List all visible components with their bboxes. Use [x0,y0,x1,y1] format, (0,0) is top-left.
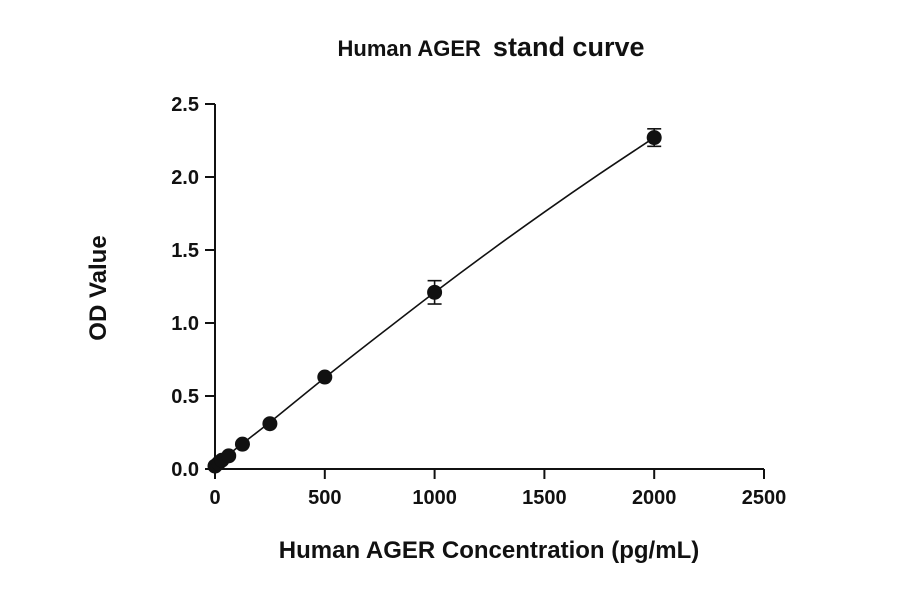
data-point [262,416,278,432]
y-tick-label: 2.0 [171,167,199,189]
chart-title: Human AGER stand curve [338,32,645,62]
y-ticks: 0.0 0.5 1.0 1.5 2.0 2.5 [171,94,215,481]
data-point [221,448,237,464]
x-tick-label: 500 [308,487,341,509]
y-tick-label: 2.5 [171,94,199,116]
y-tick-label: 0.5 [171,386,199,408]
x-tick-label: 1500 [522,487,567,509]
error-bars [427,128,662,305]
x-ticks: 0 500 1000 1500 2000 2500 [209,469,786,509]
x-tick-label: 1000 [412,487,457,509]
x-tick-label: 2500 [742,487,787,509]
x-tick-label: 0 [209,487,220,509]
data-points [207,130,662,474]
axes [214,104,764,470]
y-tick-label: 0.0 [171,459,199,481]
data-point [317,369,333,385]
fit-curve-line [214,136,655,467]
x-axis-label: Human AGER Concentration (pg/mL) [279,537,699,564]
chart-title-part1: Human AGER [338,36,482,61]
y-axis-label: OD Value [85,235,112,340]
chart-title-part2: stand curve [493,32,645,62]
y-tick-label: 1.5 [171,240,199,262]
data-point [427,284,443,300]
y-tick-label: 1.0 [171,313,199,335]
x-tick-label: 2000 [632,487,677,509]
data-point [646,130,662,146]
data-point [234,436,250,452]
